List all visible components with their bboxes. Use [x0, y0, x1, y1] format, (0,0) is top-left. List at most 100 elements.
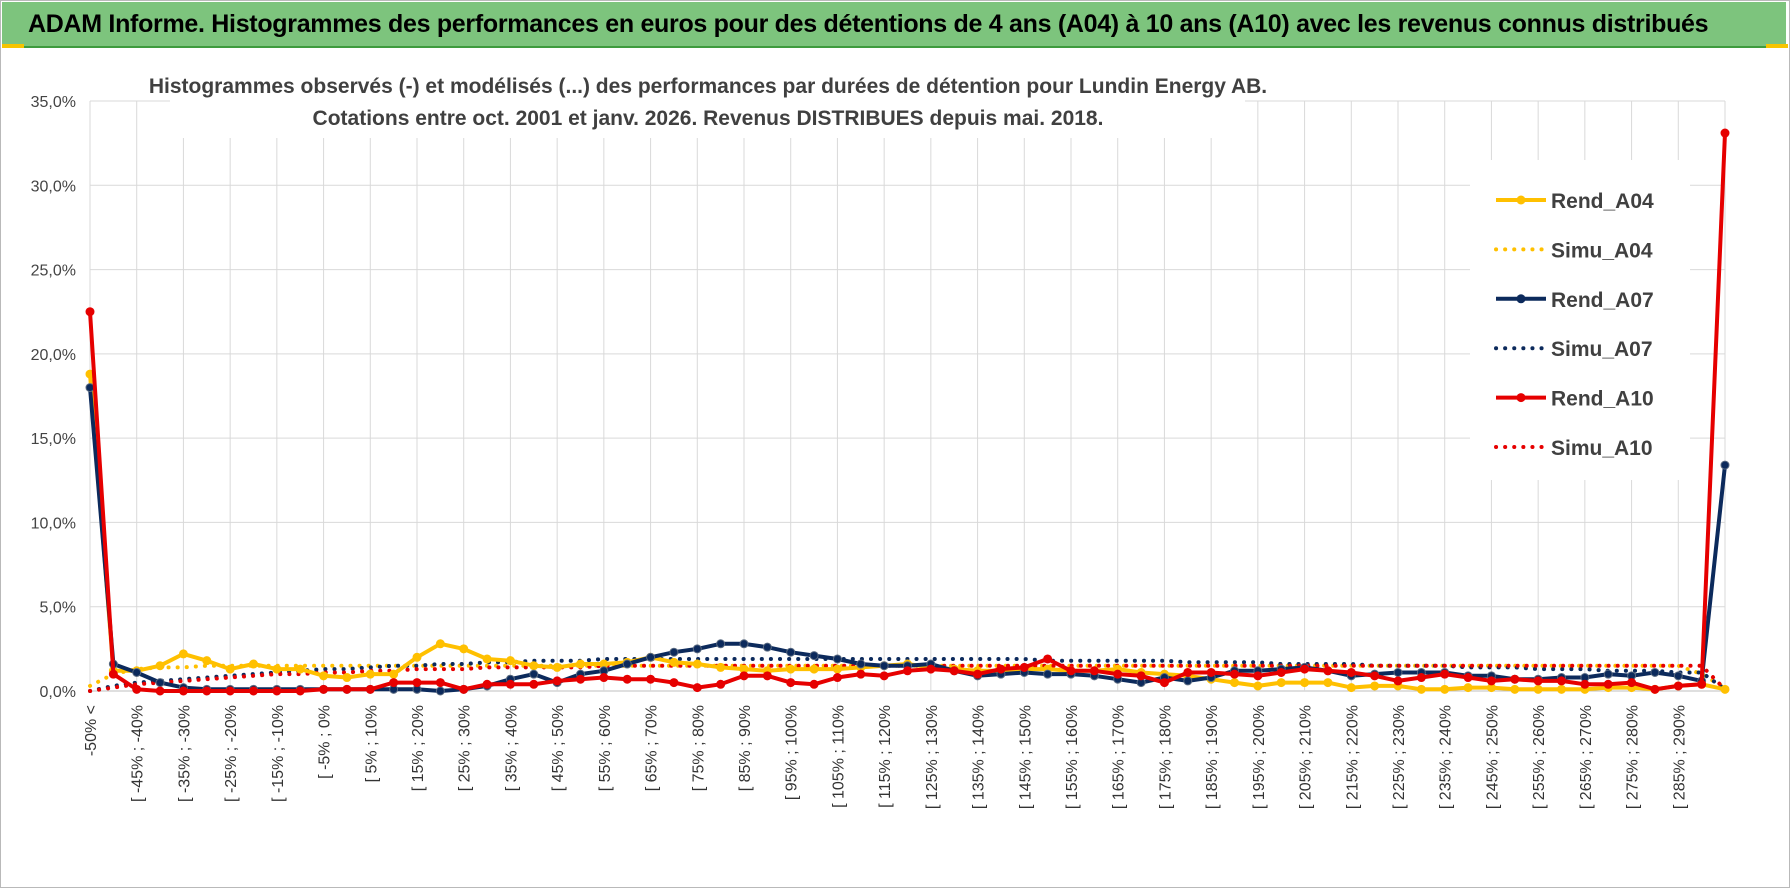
gridlines: [89, 100, 1726, 692]
x-tick-label: [ -15% ; -10%: [270, 705, 287, 802]
x-tick-label: [ 75% ; 80%: [690, 705, 707, 791]
data-point: [1253, 681, 1263, 691]
legend-marker: [1516, 393, 1526, 403]
y-tick-label: 15,0%: [31, 431, 76, 448]
data-point: [1650, 684, 1660, 694]
data-point: [178, 686, 188, 696]
series-Rend_A04: [85, 369, 1730, 694]
legend-item-Simu_A04: Simu_A04: [1494, 239, 1653, 262]
data-point: [1323, 678, 1333, 688]
data-point: [1627, 678, 1637, 688]
data-point: [809, 679, 819, 689]
data-point: [1603, 679, 1613, 689]
x-tick-label: [ 55% ; 60%: [597, 705, 614, 791]
data-point: [225, 686, 235, 696]
y-tick-label: 35,0%: [31, 94, 76, 111]
x-tick-label: [ 95% ; 100%: [784, 705, 801, 800]
legend-item-Simu_A07: Simu_A07: [1494, 338, 1653, 361]
legend-label: Simu_A10: [1551, 437, 1653, 460]
x-tick-label: [ 15% ; 20%: [410, 705, 427, 791]
data-point: [1440, 684, 1450, 694]
data-point: [996, 664, 1006, 674]
data-point: [1066, 666, 1076, 676]
data-point: [1463, 673, 1473, 683]
data-point: [155, 661, 165, 671]
data-point: [1253, 671, 1263, 681]
x-tick-label: [ 65% ; 70%: [644, 705, 661, 791]
data-point: [1043, 654, 1053, 664]
data-point: [1533, 676, 1543, 686]
data-point: [1019, 662, 1029, 672]
data-point: [482, 654, 492, 664]
data-point: [716, 639, 726, 649]
data-point: [1440, 669, 1450, 679]
data-point: [1393, 676, 1403, 686]
banner-corner-left: [2, 44, 24, 48]
data-point: [692, 683, 702, 693]
data-point: [319, 671, 329, 681]
data-point: [459, 684, 469, 694]
data-point: [1346, 667, 1356, 677]
data-point: [389, 669, 399, 679]
x-tick-label: [ 85% ; 90%: [737, 705, 754, 791]
x-tick-label: [ 105% ; 110%: [830, 705, 847, 808]
data-point: [272, 686, 282, 696]
data-point: [786, 664, 796, 674]
data-point: [529, 669, 539, 679]
data-point: [1159, 678, 1169, 688]
data-point: [879, 661, 889, 671]
data-point: [108, 669, 118, 679]
data-point: [412, 652, 422, 662]
data-point: [1580, 679, 1590, 689]
data-point: [622, 659, 632, 669]
data-point: [482, 679, 492, 689]
data-point: [1230, 678, 1239, 688]
x-tick-label: [ 255% ; 260%: [1531, 705, 1548, 809]
data-point: [1603, 669, 1613, 679]
data-point: [1720, 460, 1730, 470]
data-point: [1323, 666, 1333, 676]
legend: Rend_A04 Simu_A04 Rend_A07 Simu_A07 Rend_A10…: [1494, 190, 1654, 460]
data-point: [949, 666, 959, 676]
x-tick-label: [ 285% ; 290%: [1671, 705, 1688, 809]
x-tick-label: [ 155% ; 160%: [1064, 705, 1081, 809]
x-tick-label: [ -25% ; -20%: [223, 705, 240, 802]
data-point: [1463, 683, 1473, 693]
data-point: [646, 652, 656, 662]
x-tick-label: [ 265% ; 270%: [1578, 705, 1595, 809]
y-tick-label: 10,0%: [31, 515, 76, 532]
data-point: [576, 659, 585, 669]
data-point: [1370, 671, 1380, 681]
data-point: [973, 669, 983, 679]
data-point: [903, 666, 912, 676]
data-point: [552, 662, 562, 672]
data-point: [412, 678, 422, 688]
data-point: [1510, 674, 1520, 684]
data-point: [1720, 684, 1730, 694]
x-tick-label: [ 135% ; 140%: [971, 705, 988, 809]
data-point: [295, 664, 305, 674]
x-tick-label: [ 245% ; 250%: [1484, 705, 1501, 809]
data-point: [762, 671, 772, 681]
data-point: [85, 307, 95, 317]
x-tick-label: [ 25% ; 30%: [457, 705, 474, 791]
data-point: [1510, 684, 1520, 694]
data-point: [132, 684, 142, 694]
legend-label: Simu_A04: [1551, 239, 1653, 262]
data-point: [786, 647, 796, 657]
data-point: [1416, 684, 1426, 694]
data-point: [786, 678, 796, 688]
data-point: [856, 659, 866, 669]
data-point: [669, 647, 679, 657]
data-point: [1276, 667, 1286, 677]
data-point: [692, 644, 702, 654]
data-point: [435, 678, 445, 688]
data-point: [1557, 676, 1566, 686]
data-point: [1650, 667, 1660, 677]
data-point: [809, 664, 819, 674]
x-tick-label: [ -35% ; -30%: [176, 705, 193, 802]
data-point: [1206, 667, 1216, 677]
data-point: [1557, 684, 1566, 694]
legend-label: Rend_A07: [1551, 289, 1654, 312]
data-point: [856, 669, 866, 679]
